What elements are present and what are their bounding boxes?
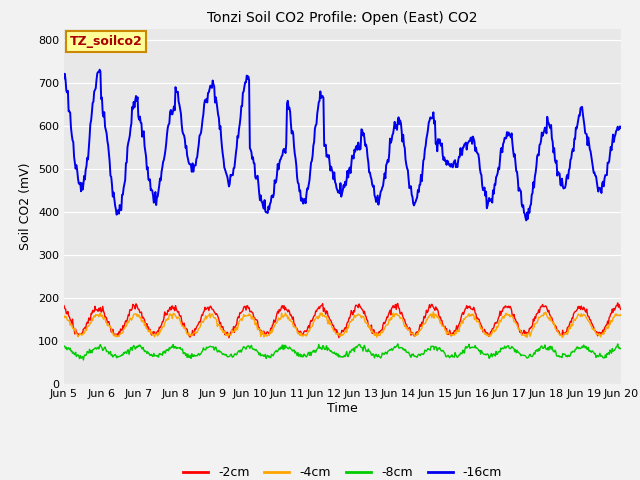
X-axis label: Time: Time xyxy=(327,402,358,415)
Y-axis label: Soil CO2 (mV): Soil CO2 (mV) xyxy=(19,163,33,250)
Legend: -2cm, -4cm, -8cm, -16cm: -2cm, -4cm, -8cm, -16cm xyxy=(178,461,507,480)
Text: TZ_soilco2: TZ_soilco2 xyxy=(70,35,142,48)
Title: Tonzi Soil CO2 Profile: Open (East) CO2: Tonzi Soil CO2 Profile: Open (East) CO2 xyxy=(207,11,477,25)
